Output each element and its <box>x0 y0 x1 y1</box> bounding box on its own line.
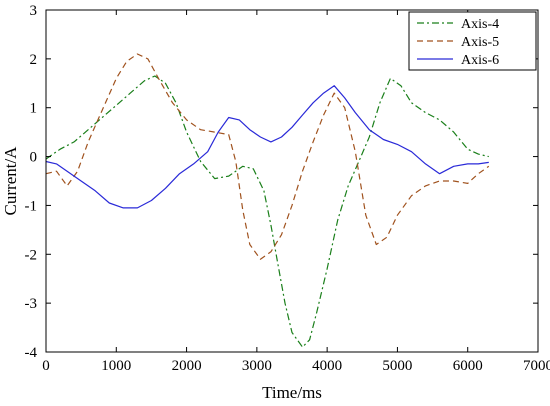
x-tick-label: 0 <box>42 358 50 374</box>
x-tick-label: 4000 <box>312 358 342 374</box>
legend: Axis-4 Axis-5 Axis-6 <box>408 11 537 71</box>
x-axis-title: Time/ms <box>262 383 322 402</box>
y-tick-label: -3 <box>25 296 38 312</box>
y-tick-label: 0 <box>30 150 38 166</box>
plot-frame <box>45 9 539 353</box>
legend-label: Axis-4 <box>461 17 499 32</box>
legend-label: Axis-5 <box>461 35 499 50</box>
x-tick-label: 2000 <box>172 358 202 374</box>
legend-label: Axis-6 <box>461 53 499 68</box>
series-line-axis-4 <box>45 75 489 348</box>
x-tick-label: 3000 <box>242 358 272 374</box>
y-tick-label: 3 <box>30 3 38 19</box>
plot-marks <box>45 53 490 348</box>
y-tick-label: -1 <box>25 198 38 214</box>
y-tick-label: 1 <box>30 101 38 117</box>
y-axis-title: Current/A <box>1 146 20 216</box>
y-tick-label: -4 <box>25 345 38 361</box>
series-line-axis-6 <box>45 85 489 209</box>
series-line-axis-5 <box>45 53 490 260</box>
x-tick-label: 7000 <box>523 358 550 374</box>
y-tick-label: -2 <box>25 247 38 263</box>
y-tick-label: 2 <box>30 52 38 68</box>
axis-ticks: 0 1000 2000 3000 4000 5000 6000 7000 -4 -3 -2 -1 0 1 2… <box>25 3 550 374</box>
x-tick-label: 1000 <box>101 358 131 374</box>
x-tick-label: 5000 <box>382 358 412 374</box>
x-tick-label: 6000 <box>453 358 483 374</box>
